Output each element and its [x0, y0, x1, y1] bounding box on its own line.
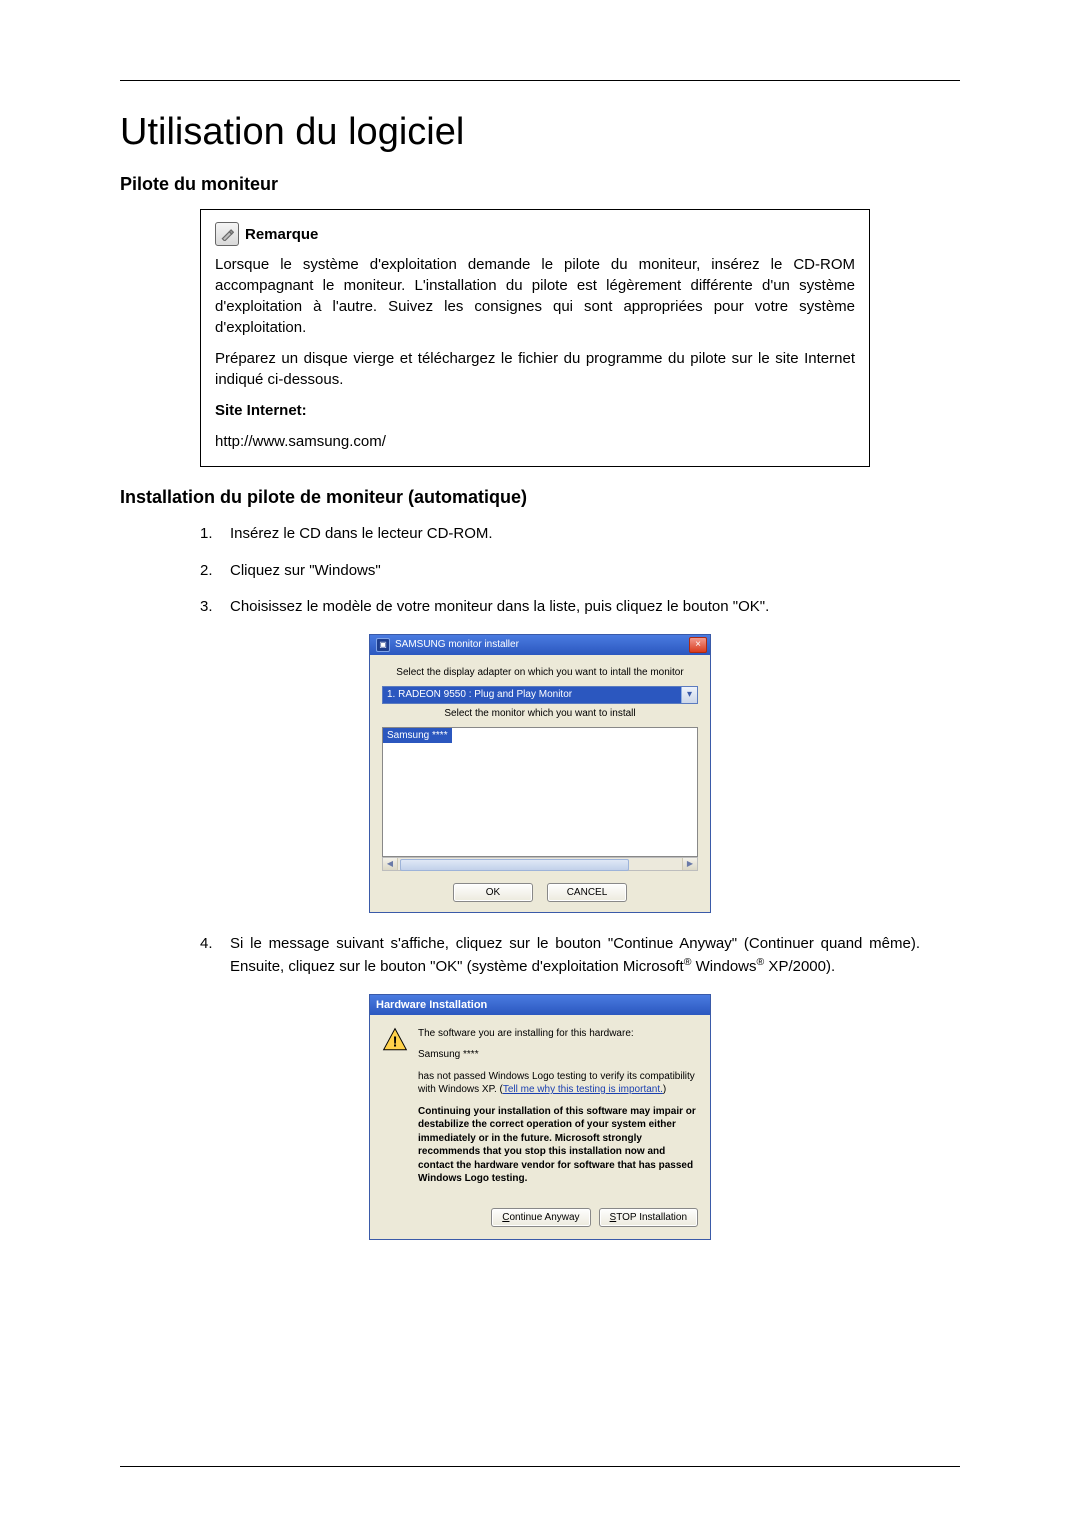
dialog-title: SAMSUNG monitor installer — [395, 639, 519, 650]
hw-dialog-body: ! The software you are installing for th… — [370, 1015, 710, 1202]
hw-dialog-text: The software you are installing for this… — [418, 1027, 698, 1194]
top-rule — [120, 80, 960, 81]
hw-dialog-title: Hardware Installation — [376, 999, 487, 1011]
scroll-left-icon[interactable]: ◀ — [383, 858, 398, 870]
page-title: Utilisation du logiciel — [120, 111, 960, 154]
chevron-down-icon[interactable]: ▾ — [681, 687, 697, 703]
scroll-thumb[interactable] — [400, 859, 629, 871]
step-3: 3. Choisissez le modèle de votre moniteu… — [200, 596, 920, 619]
hw-line1: The software you are installing for this… — [418, 1027, 698, 1041]
continue-rest: ontinue Anyway — [509, 1212, 579, 1223]
adapter-prompt: Select the display adapter on which you … — [382, 667, 698, 678]
step-2-text: Cliquez sur "Windows" — [230, 560, 920, 583]
hw-dialog-wrap: Hardware Installation ! The software you… — [120, 994, 960, 1240]
hw-dialog-buttons: Continue Anyway STOP Installation — [370, 1202, 710, 1239]
monitor-listbox[interactable]: Samsung **** — [382, 727, 698, 857]
scroll-right-icon[interactable]: ▶ — [682, 858, 697, 870]
hw-line3: has not passed Windows Logo testing to v… — [418, 1070, 698, 1097]
document-page: Utilisation du logiciel Pilote du monite… — [0, 0, 1080, 1527]
cancel-button[interactable]: CANCEL — [547, 883, 627, 902]
dialog-titlebar: ▣ SAMSUNG monitor installer × — [370, 635, 710, 655]
step-3-text: Choisissez le modèle de votre moniteur d… — [230, 596, 920, 619]
note-box: Remarque Lorsque le système d'exploitati… — [200, 209, 870, 467]
ok-button[interactable]: OK — [453, 883, 533, 902]
monitor-selected-item[interactable]: Samsung **** — [383, 728, 452, 743]
note-site-label: Site Internet: — [215, 400, 855, 421]
warning-icon: ! — [382, 1027, 408, 1194]
note-paragraph-1: Lorsque le système d'exploitation demand… — [215, 254, 855, 338]
horizontal-scrollbar[interactable]: ◀ ▶ — [382, 857, 698, 871]
steps-list-cont: 4. Si le message suivant s'affiche, cliq… — [200, 933, 920, 979]
continue-anyway-button[interactable]: Continue Anyway — [491, 1208, 590, 1227]
hw-dialog-titlebar: Hardware Installation — [370, 995, 710, 1015]
hw-link[interactable]: Tell me why this testing is important. — [503, 1084, 663, 1095]
step-1: 1. Insérez le CD dans le lecteur CD-ROM. — [200, 523, 920, 546]
adapter-dropdown-value: 1. RADEON 9550 : Plug and Play Monitor — [383, 689, 681, 700]
dialog-buttons: OK CANCEL — [382, 883, 698, 902]
hw-line3b: ) — [663, 1084, 666, 1095]
svg-text:!: ! — [393, 1034, 398, 1050]
close-icon[interactable]: × — [689, 637, 707, 653]
samsung-installer-dialog: ▣ SAMSUNG monitor installer × Select the… — [369, 634, 711, 913]
bottom-rule — [120, 1466, 960, 1467]
step-2: 2. Cliquez sur "Windows" — [200, 560, 920, 583]
app-icon: ▣ — [376, 638, 390, 652]
hw-bold-warning: Continuing your installation of this sof… — [418, 1105, 698, 1186]
note-icon — [215, 222, 239, 246]
scroll-track[interactable] — [398, 858, 682, 870]
step-1-number: 1. — [200, 523, 230, 546]
step-4-text: Si le message suivant s'affiche, cliquez… — [230, 933, 920, 979]
stop-rest: TOP Installation — [616, 1212, 687, 1223]
dialog-body: Select the display adapter on which you … — [370, 655, 710, 912]
samsung-dialog-wrap: ▣ SAMSUNG monitor installer × Select the… — [120, 634, 960, 913]
adapter-dropdown[interactable]: 1. RADEON 9550 : Plug and Play Monitor ▾ — [382, 686, 698, 704]
note-label: Remarque — [245, 224, 318, 245]
note-url: http://www.samsung.com/ — [215, 431, 855, 452]
step-2-number: 2. — [200, 560, 230, 583]
step-4: 4. Si le message suivant s'affiche, cliq… — [200, 933, 920, 979]
monitor-prompt: Select the monitor which you want to ins… — [382, 708, 698, 719]
step-1-text: Insérez le CD dans le lecteur CD-ROM. — [230, 523, 920, 546]
stop-installation-button[interactable]: STOP Installation — [599, 1208, 698, 1227]
hw-line2: Samsung **** — [418, 1048, 698, 1062]
step-4-text-c: XP/2000). — [764, 958, 835, 975]
hardware-installation-dialog: Hardware Installation ! The software you… — [369, 994, 711, 1240]
note-paragraph-2: Préparez un disque vierge et téléchargez… — [215, 348, 855, 390]
step-4-text-b: Windows — [691, 958, 756, 975]
section-installation: Installation du pilote de moniteur (auto… — [120, 487, 960, 508]
step-3-number: 3. — [200, 596, 230, 619]
section-pilote: Pilote du moniteur — [120, 174, 960, 195]
step-4-number: 4. — [200, 933, 230, 979]
note-header: Remarque — [215, 222, 855, 246]
steps-list: 1. Insérez le CD dans le lecteur CD-ROM.… — [200, 523, 920, 619]
